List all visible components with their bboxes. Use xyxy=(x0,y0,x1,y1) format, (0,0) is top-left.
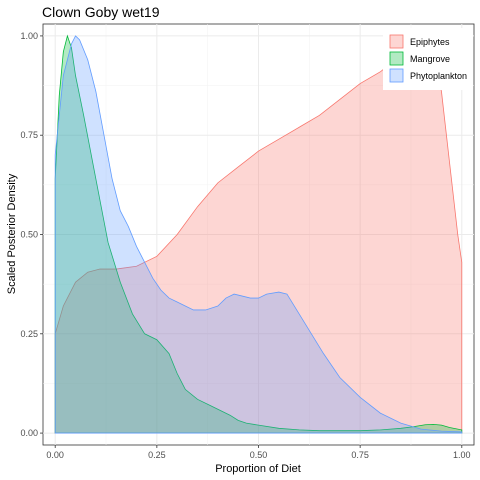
density-areas xyxy=(54,34,463,434)
x-tick-label: 0.50 xyxy=(250,450,268,460)
legend-key-mangrove xyxy=(389,51,404,66)
legend-label-mangrove: Mangrove xyxy=(410,54,450,64)
legend: Epiphytes Mangrove Phytoplankton xyxy=(383,28,473,90)
x-tick-label: 0.25 xyxy=(148,450,166,460)
axes: 0.00 0.25 0.50 0.75 1.00 0.00 0.25 0.50 0.75 1.00 xyxy=(20,31,470,460)
density-area-phytoplankton xyxy=(54,35,463,434)
y-axis-title: Scaled Posterior Density xyxy=(6,173,18,294)
x-axis-title: Proportion of Diet xyxy=(215,463,301,475)
x-tick-label: 0.75 xyxy=(351,450,369,460)
legend-key-phytoplankton xyxy=(389,68,404,83)
y-tick-label: 1.00 xyxy=(20,31,38,41)
density-area-mangrove xyxy=(54,34,463,434)
y-tick-label: 0.25 xyxy=(20,329,38,339)
density-area-epiphytes xyxy=(54,35,463,434)
legend-key-bg xyxy=(389,34,404,49)
legend-label-phytoplankton: Phytoplankton xyxy=(410,71,467,81)
y-tick-label: 0.75 xyxy=(20,130,38,140)
legend-key-epiphytes xyxy=(389,34,404,49)
legend-key-bg xyxy=(389,51,404,66)
legend-label-epiphytes: Epiphytes xyxy=(410,37,450,47)
legend-key-bg xyxy=(389,68,404,83)
chart-title: Clown Goby wet19 xyxy=(42,4,160,20)
x-tick-label: 1.00 xyxy=(453,450,471,460)
y-tick-label: 0.50 xyxy=(20,230,38,240)
x-tick-label: 0.00 xyxy=(46,450,64,460)
y-tick-label: 0.00 xyxy=(20,428,38,438)
